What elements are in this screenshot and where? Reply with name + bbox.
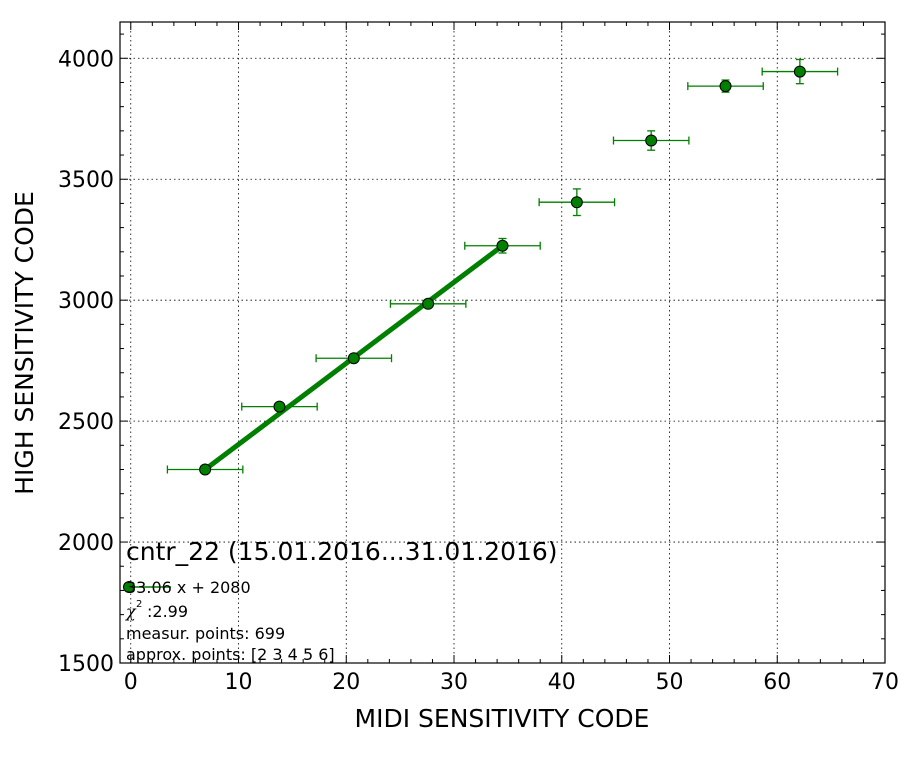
point-marker <box>645 134 658 147</box>
legend-chi-symbol: χ <box>125 602 137 621</box>
x-tick-label: 30 <box>440 670 468 695</box>
legend-chi-value: :2.99 <box>147 602 188 621</box>
y-tick-label: 3000 <box>58 289 114 314</box>
data-point <box>389 297 467 310</box>
x-axis-title: MIDI SENSITIVITY CODE <box>355 704 650 733</box>
x-tick-label: 20 <box>332 670 360 695</box>
data-point <box>538 188 616 217</box>
x-tick-labels: 0 10 20 30 40 50 60 70 <box>124 670 899 695</box>
data-point <box>687 79 764 93</box>
legend-marker <box>123 581 135 593</box>
x-tick-label: 40 <box>548 670 576 695</box>
legend-measurement-points: measur. points: 699 <box>126 624 285 643</box>
y-axis-title: HIGH SENSITIVITY CODE <box>10 191 39 495</box>
data-point <box>612 130 690 151</box>
point-marker <box>422 297 435 310</box>
point-marker <box>793 65 806 78</box>
data-points <box>166 58 839 476</box>
chart-title: cntr_22 (15.01.2016...31.01.2016) <box>126 537 558 566</box>
point-marker <box>496 239 509 252</box>
y-tick-label: 3500 <box>58 168 114 193</box>
y-tick-label: 2000 <box>58 531 114 556</box>
x-tick-label: 0 <box>124 670 138 695</box>
point-marker <box>199 463 212 476</box>
point-marker <box>719 80 732 93</box>
legend: 33.06 x + 2080 χ 2 :2.99 measur. points:… <box>123 578 335 664</box>
y-tick-label: 4000 <box>58 47 114 72</box>
legend-fit-equation: 33.06 x + 2080 <box>126 578 251 597</box>
plot-frame <box>119 21 886 664</box>
y-tick-label: 1500 <box>58 652 114 677</box>
legend-chi-power: 2 <box>136 599 142 610</box>
data-point <box>315 352 393 365</box>
data-point <box>166 463 244 476</box>
data-point <box>761 58 839 85</box>
y-tick-label: 2500 <box>58 410 114 435</box>
point-marker <box>570 196 583 209</box>
x-tick-label: 10 <box>225 670 253 695</box>
tick-marks <box>120 22 886 664</box>
data-point <box>241 400 318 413</box>
legend-approx-points: approx. points: [2 3 4 5 6] <box>126 645 335 664</box>
x-tick-label: 60 <box>763 670 791 695</box>
x-tick-label: 70 <box>871 670 899 695</box>
y-tick-labels: 1500 2000 2500 3000 3500 4000 <box>58 47 114 677</box>
data-point <box>464 237 541 254</box>
grid-lines <box>120 22 886 664</box>
point-marker <box>273 400 286 413</box>
x-tick-label: 50 <box>656 670 684 695</box>
point-marker <box>347 352 360 365</box>
